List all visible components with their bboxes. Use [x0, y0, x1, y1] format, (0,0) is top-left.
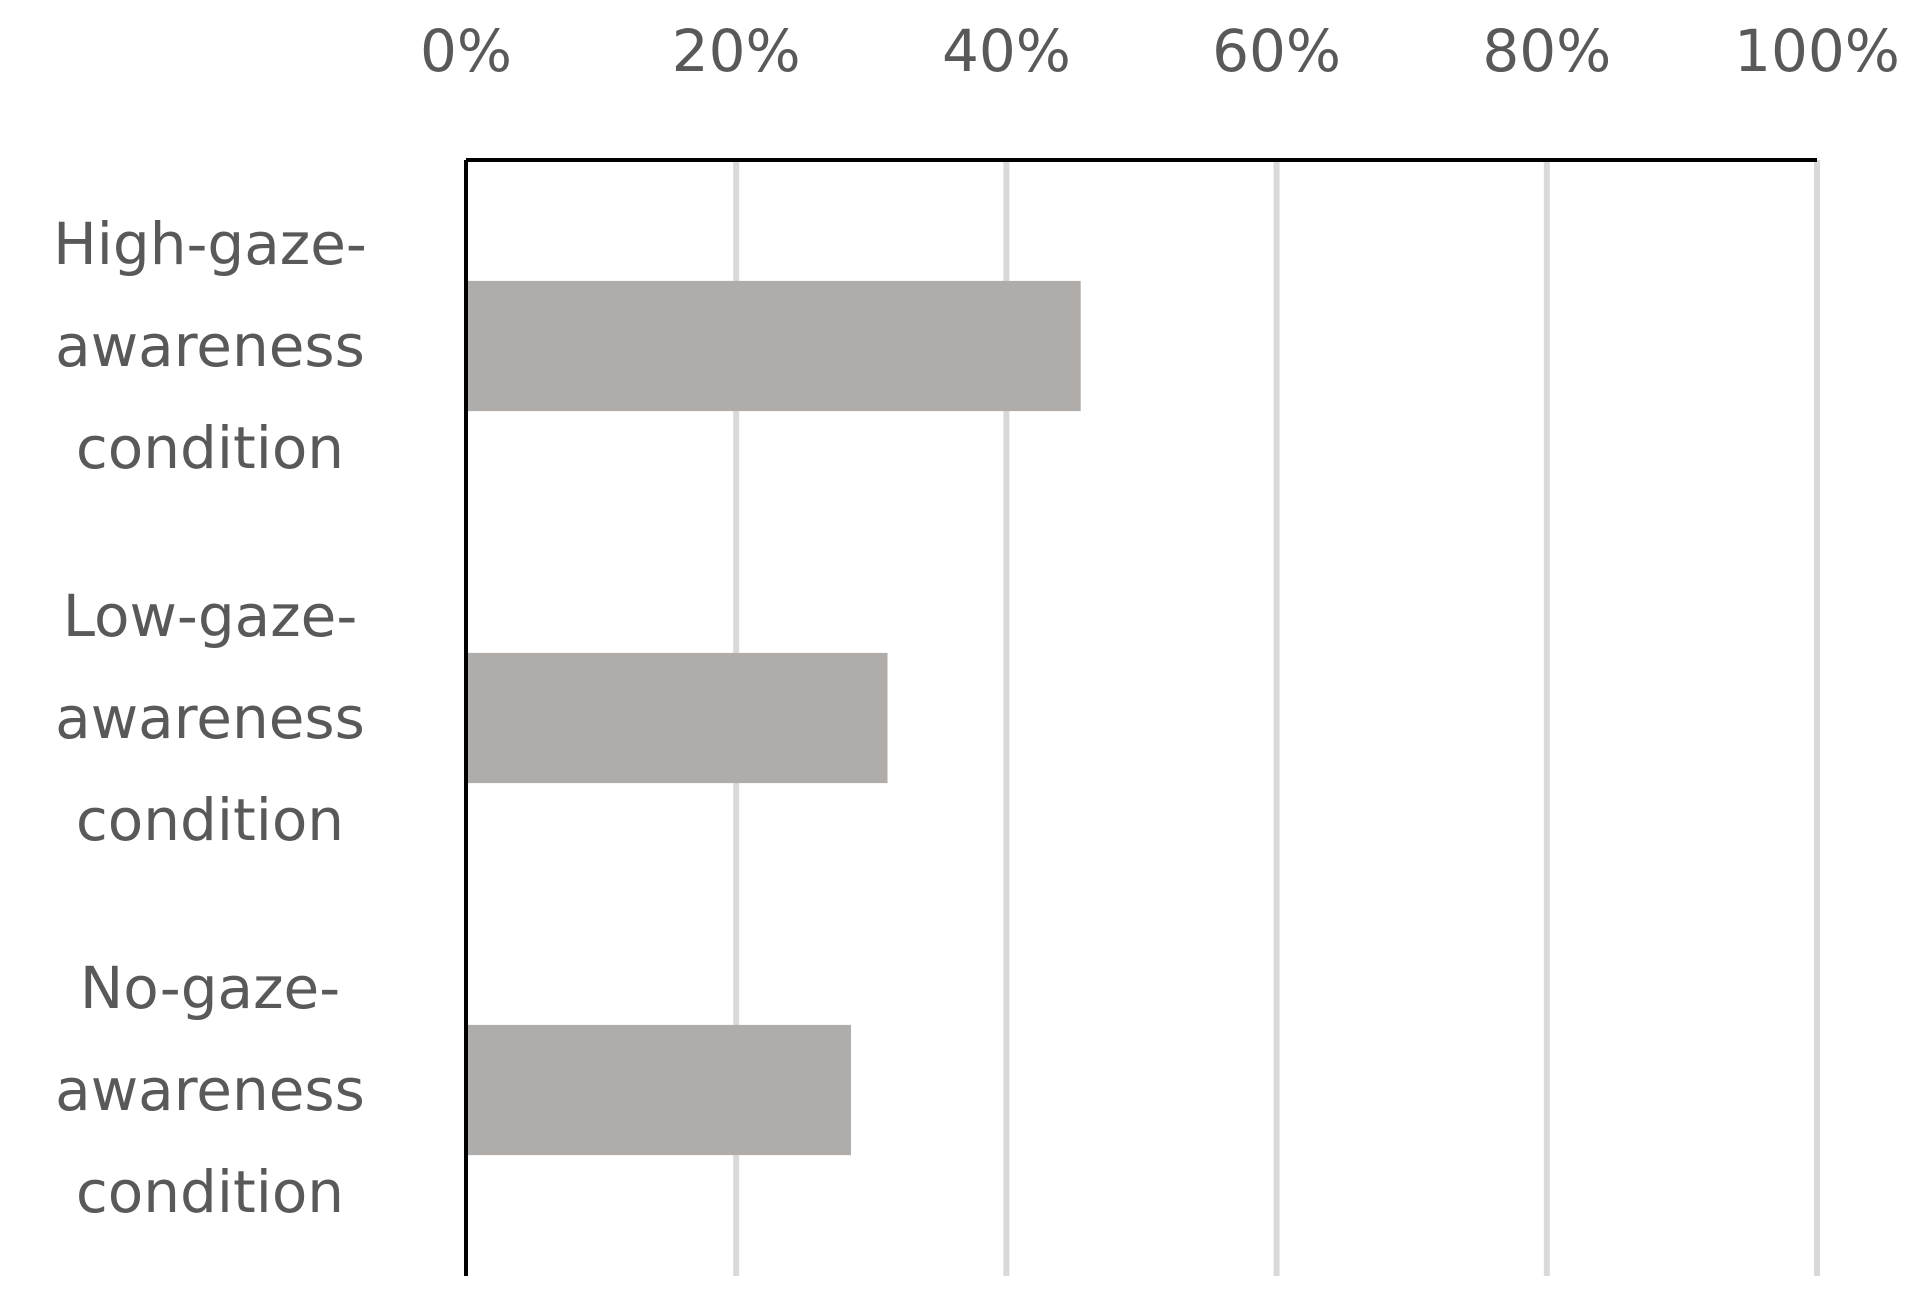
bar [466, 652, 888, 784]
y-tick-label: High-gaze-awareness condition [53, 210, 367, 482]
x-tick-label: 60% [1212, 17, 1341, 85]
x-tick-label: 80% [1482, 17, 1611, 85]
bar [466, 1024, 852, 1156]
y-tick-label: Low-gaze-awareness condition [55, 582, 365, 854]
x-tick-label: 40% [942, 17, 1071, 85]
x-tick-label: 20% [672, 17, 801, 85]
x-tick-label: 0% [420, 17, 512, 85]
bar [466, 280, 1081, 412]
x-tick-label: 100% [1734, 17, 1900, 85]
y-tick-label: No-gaze-awareness condition [55, 954, 365, 1226]
